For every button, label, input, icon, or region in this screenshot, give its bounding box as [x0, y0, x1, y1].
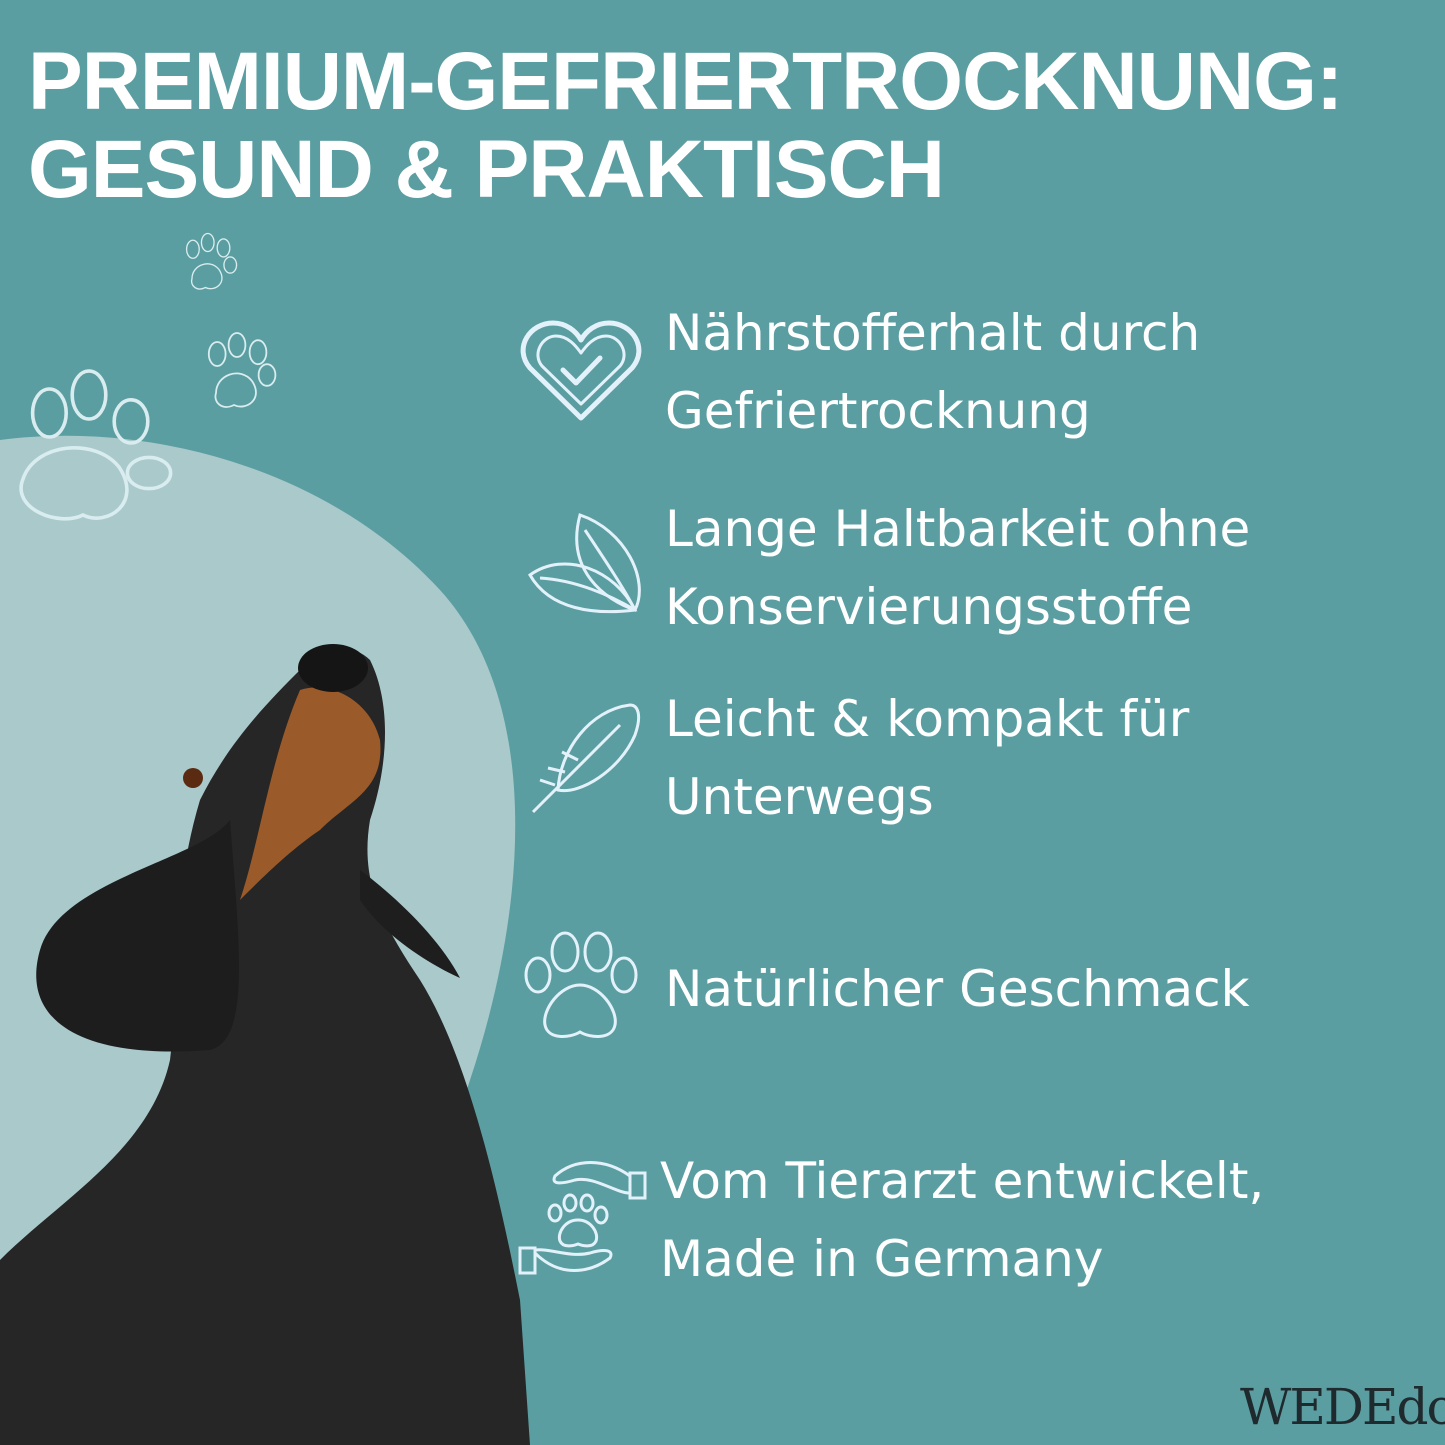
feature-line: Konservierungsstoffe — [665, 578, 1193, 636]
feature-line: Made in Germany — [660, 1230, 1104, 1288]
feather-icon — [531, 703, 641, 814]
leaf-icon — [528, 513, 641, 614]
feature-line: Vom Tierarzt entwickelt, — [660, 1152, 1265, 1210]
paw-print-decoration — [19, 232, 277, 521]
brand-logo: WEDEdog — [1240, 1378, 1445, 1436]
feature-taste: Natürlicher Geschmack — [665, 950, 1250, 1028]
feature-line: Leicht & kompakt für — [665, 690, 1190, 748]
feature-nutrients: Nährstofferhalt durch Gefriertrocknung — [665, 294, 1200, 450]
headline-line-2: GESUND & PRAKTISCH — [28, 124, 945, 215]
feature-line: Natürlicher Geschmack — [665, 960, 1250, 1018]
headline-line-1: PREMIUM-GEFRIERTROCKNUNG: — [28, 36, 1343, 127]
feature-line: Unterwegs — [665, 768, 934, 826]
paw-icon — [524, 931, 638, 1038]
feature-line: Lange Haltbarkeit ohne — [665, 500, 1251, 558]
feature-line: Gefriertrocknung — [665, 382, 1091, 440]
feature-vet: Vom Tierarzt entwickelt, Made in Germany — [660, 1142, 1264, 1298]
feature-lightweight: Leicht & kompakt für Unterwegs — [665, 680, 1189, 836]
hands-paw-icon — [518, 1161, 647, 1275]
dog-photo — [0, 644, 530, 1445]
feature-line: Nährstofferhalt durch — [665, 304, 1201, 362]
headline: PREMIUM-GEFRIERTROCKNUNG: GESUND & PRAKT… — [28, 36, 1343, 215]
heart-check-icon — [520, 320, 642, 421]
feature-shelf-life: Lange Haltbarkeit ohne Konservierungssto… — [665, 490, 1250, 646]
